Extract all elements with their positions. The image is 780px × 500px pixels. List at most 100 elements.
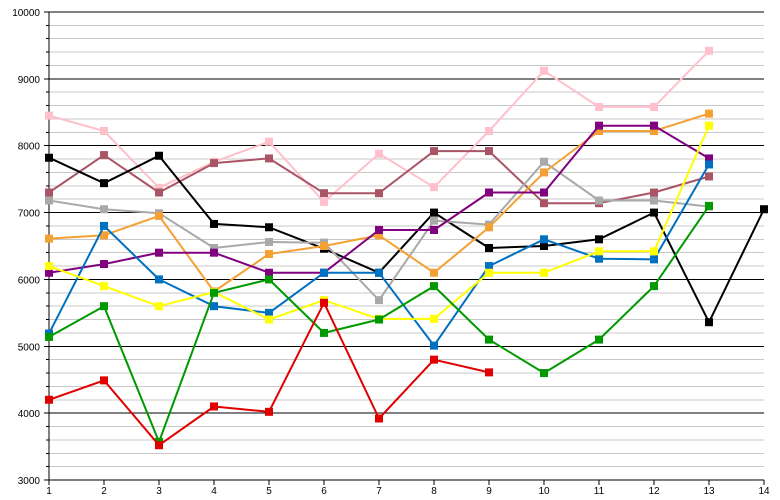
x-tick-label: 5	[266, 486, 272, 497]
data-point-marker	[45, 268, 53, 277]
data-point-marker	[210, 219, 218, 228]
data-point-marker	[650, 121, 658, 130]
data-point-marker	[595, 102, 603, 111]
series-line	[48, 154, 765, 324]
data-point-marker	[705, 201, 713, 210]
data-point-marker	[705, 172, 713, 181]
data-point-marker	[45, 332, 53, 341]
data-point-marker	[265, 137, 273, 146]
data-point-marker	[485, 127, 493, 136]
data-point-marker	[595, 121, 603, 130]
data-point-marker	[155, 302, 163, 311]
data-point-marker	[320, 197, 328, 206]
data-point-marker	[100, 205, 108, 214]
data-point-marker	[540, 157, 548, 166]
data-point-marker	[155, 248, 163, 257]
data-point-marker	[320, 328, 328, 337]
data-point-marker	[155, 275, 163, 284]
data-point-marker	[540, 242, 548, 250]
series-line	[48, 301, 490, 447]
y-tick-label: 7000	[18, 209, 41, 220]
data-point-marker	[210, 248, 218, 257]
data-point-marker	[485, 335, 493, 344]
x-tick-label: 14	[758, 486, 770, 497]
y-tick-label: 9000	[18, 75, 41, 86]
data-point-marker	[485, 262, 493, 271]
data-point-marker	[705, 121, 713, 130]
data-point-marker	[430, 268, 438, 277]
y-tick-label: 8000	[18, 142, 41, 153]
data-point-marker	[265, 275, 273, 284]
data-point-marker	[320, 298, 328, 307]
data-point-marker	[375, 268, 383, 277]
data-point-marker	[265, 268, 273, 277]
data-point-marker	[45, 196, 53, 205]
data-point-marker	[100, 231, 108, 240]
x-tick-label: 10	[538, 486, 550, 497]
data-point-marker	[100, 221, 108, 230]
y-tick-label: 3000	[18, 476, 41, 487]
data-point-marker	[375, 414, 383, 423]
data-point-marker	[540, 199, 548, 208]
data-point-marker	[595, 254, 603, 263]
x-tick-label: 1	[46, 486, 52, 497]
data-point-marker	[430, 208, 438, 217]
data-point-marker	[650, 196, 658, 205]
data-point-marker	[100, 127, 108, 136]
data-point-marker	[265, 315, 273, 324]
data-point-marker	[705, 109, 713, 118]
data-point-marker	[155, 441, 163, 450]
series-group	[45, 298, 493, 450]
y-tick-label: 4000	[18, 409, 41, 420]
data-point-marker	[320, 189, 328, 198]
data-point-marker	[650, 127, 658, 136]
data-point-marker	[650, 282, 658, 291]
data-point-marker	[210, 159, 218, 168]
grid-layer	[49, 11, 764, 468]
data-point-marker	[540, 369, 548, 378]
data-point-marker	[650, 247, 658, 256]
x-tick-label: 9	[486, 486, 492, 497]
data-point-marker	[45, 234, 53, 243]
data-point-marker	[375, 296, 383, 305]
data-point-marker	[210, 244, 218, 253]
data-point-marker	[595, 196, 603, 205]
data-point-marker	[485, 244, 493, 253]
data-point-marker	[430, 225, 438, 234]
data-point-marker	[210, 402, 218, 411]
data-point-marker	[100, 282, 108, 291]
x-tick-label: 13	[703, 486, 715, 497]
data-point-marker	[595, 235, 603, 244]
data-point-marker	[45, 262, 53, 271]
data-point-marker	[540, 168, 548, 177]
data-point-marker	[100, 260, 108, 269]
data-point-marker	[430, 147, 438, 156]
data-point-marker	[485, 223, 493, 232]
y-tick-label: 10000	[12, 8, 40, 19]
data-point-marker	[485, 368, 493, 377]
x-tick-label: 6	[321, 486, 327, 497]
data-point-marker	[595, 335, 603, 344]
data-point-marker	[155, 188, 163, 197]
data-point-marker	[265, 223, 273, 232]
data-point-marker	[265, 237, 273, 246]
data-point-marker	[650, 255, 658, 264]
data-point-marker	[540, 268, 548, 277]
data-point-marker	[650, 102, 658, 111]
series-layer	[45, 46, 768, 450]
data-point-marker	[430, 282, 438, 291]
data-point-marker	[485, 268, 493, 277]
data-point-marker	[375, 189, 383, 198]
x-tick-label: 3	[156, 486, 162, 497]
data-point-marker	[320, 242, 328, 250]
data-point-marker	[430, 183, 438, 192]
data-point-marker	[265, 407, 273, 416]
data-point-marker	[760, 205, 768, 214]
data-point-marker	[705, 46, 713, 55]
data-point-marker	[100, 151, 108, 160]
data-point-marker	[375, 149, 383, 158]
data-point-marker	[375, 225, 383, 234]
series-group	[45, 160, 713, 350]
